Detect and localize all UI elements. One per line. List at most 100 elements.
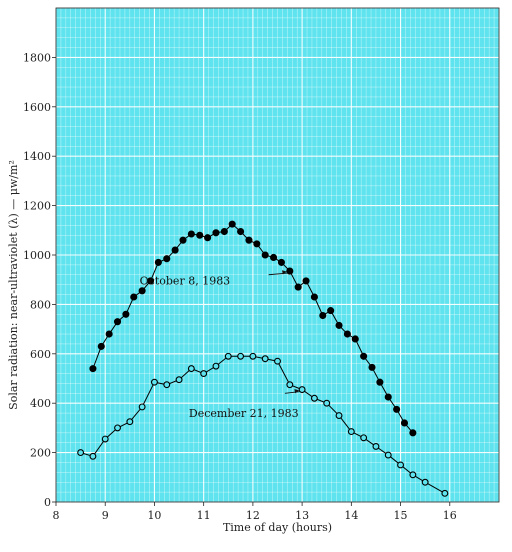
october-data-point <box>228 220 236 228</box>
october-data-point <box>360 352 368 360</box>
y-tick-label: 1400 <box>23 150 51 163</box>
december-data-point <box>101 435 109 443</box>
december-data-point <box>237 352 245 360</box>
december-data-point <box>384 451 392 459</box>
december-data-point <box>360 434 368 442</box>
october-data-point <box>261 251 269 259</box>
december-data-point <box>310 394 318 402</box>
october-data-point <box>154 258 162 266</box>
december-data-point <box>347 428 355 436</box>
x-tick-label: 10 <box>147 509 161 522</box>
october-data-point <box>335 321 343 329</box>
december-data-point <box>138 403 146 411</box>
december-data-point <box>224 352 232 360</box>
october-data-point <box>204 234 212 242</box>
december-data-point <box>175 376 183 384</box>
october-data-point <box>393 405 401 413</box>
october-data-point <box>146 277 155 285</box>
y-tick-label: 1000 <box>23 249 51 262</box>
october-data-point <box>294 283 302 291</box>
october-data-point <box>97 342 105 350</box>
october-data-point <box>105 330 113 338</box>
october-data-point <box>351 335 359 343</box>
october-data-point <box>319 311 327 320</box>
december-data-point <box>372 442 380 450</box>
x-tick-label: 8 <box>53 509 60 522</box>
december-data-point <box>77 449 85 457</box>
october-data-point <box>368 363 376 371</box>
december-data-point <box>212 362 220 370</box>
october-data-point <box>327 307 335 315</box>
december-data-point <box>89 452 97 460</box>
october-data-point <box>384 393 392 401</box>
december-data-point <box>397 461 405 469</box>
december-data-point <box>335 412 343 419</box>
december-data-point <box>150 378 158 386</box>
annotations: October 8, 1983 December 21, 1983 <box>140 270 301 420</box>
y-axis-title: Solar radiation: near-ultraviolet (λ) — … <box>7 160 20 410</box>
october-data-point <box>196 231 204 239</box>
october-data-point <box>163 255 171 263</box>
october-data-point <box>376 378 384 386</box>
y-tick-label: 1200 <box>23 200 51 213</box>
october-data-point <box>270 253 278 262</box>
october-data-point <box>138 287 146 295</box>
october-data-point <box>237 227 245 236</box>
annotation-arrowhead <box>294 389 300 394</box>
december-data-point <box>323 399 331 407</box>
y-tick-label: 200 <box>30 447 51 460</box>
october-data-point <box>130 293 138 301</box>
december-data-point <box>274 357 281 365</box>
x-tick-label: 9 <box>102 509 109 522</box>
october-data-point <box>187 230 195 238</box>
y-tick-label: 800 <box>30 298 51 311</box>
x-axis-title: Time of day (hours) <box>223 521 332 534</box>
october-data-point <box>253 240 261 248</box>
y-tick-label: 400 <box>30 397 51 410</box>
october-data-point <box>343 330 351 338</box>
annotation-pointer <box>284 391 301 394</box>
october-data-point <box>409 429 417 437</box>
tick-labels: 8 9 10 11 12 13 14 15 16 0 200 400 600 800 1000 1200 140… <box>23 51 457 522</box>
october-data-point <box>89 365 97 373</box>
x-tick-label: 12 <box>246 509 260 522</box>
october-data-point <box>220 227 228 236</box>
december-data-point <box>441 489 449 497</box>
series-group <box>77 220 449 497</box>
annotation-arrowhead <box>282 270 287 275</box>
y-tick-label: 600 <box>30 348 51 361</box>
december-data-point <box>298 386 306 394</box>
y-tick-label: 0 <box>44 496 51 509</box>
october-data-point <box>171 246 179 254</box>
december-data-point <box>200 370 208 378</box>
october-data-point <box>179 236 187 244</box>
x-tick-label: 16 <box>443 509 457 522</box>
december-data-point <box>286 381 294 389</box>
x-tick-label: 13 <box>295 509 309 522</box>
december-data-point <box>114 424 121 432</box>
october-data-point <box>302 277 310 285</box>
x-tick-label: 11 <box>197 509 211 522</box>
december-data-point <box>421 478 429 486</box>
x-tick-label: 14 <box>344 509 358 522</box>
y-tick-label: 1600 <box>23 101 51 114</box>
december-data-point <box>261 355 269 363</box>
october-series-label: October 8, 1983 <box>140 275 231 288</box>
october-data-point <box>286 267 294 275</box>
december-data-point <box>249 352 257 360</box>
x-tick-label: 15 <box>394 509 408 522</box>
october-data-point <box>245 236 253 244</box>
october-data-point <box>310 293 318 301</box>
annotation-pointer <box>268 272 288 276</box>
december-data-point <box>409 471 417 479</box>
december-data-point <box>163 381 171 389</box>
december-series-label: December 21, 1983 <box>189 407 299 420</box>
october-data-point <box>400 419 409 427</box>
october-data-point <box>277 258 285 266</box>
y-tick-label: 1800 <box>23 51 51 64</box>
december-data-point <box>126 418 134 426</box>
december-data-point <box>187 365 195 373</box>
october-data-point <box>113 318 122 326</box>
